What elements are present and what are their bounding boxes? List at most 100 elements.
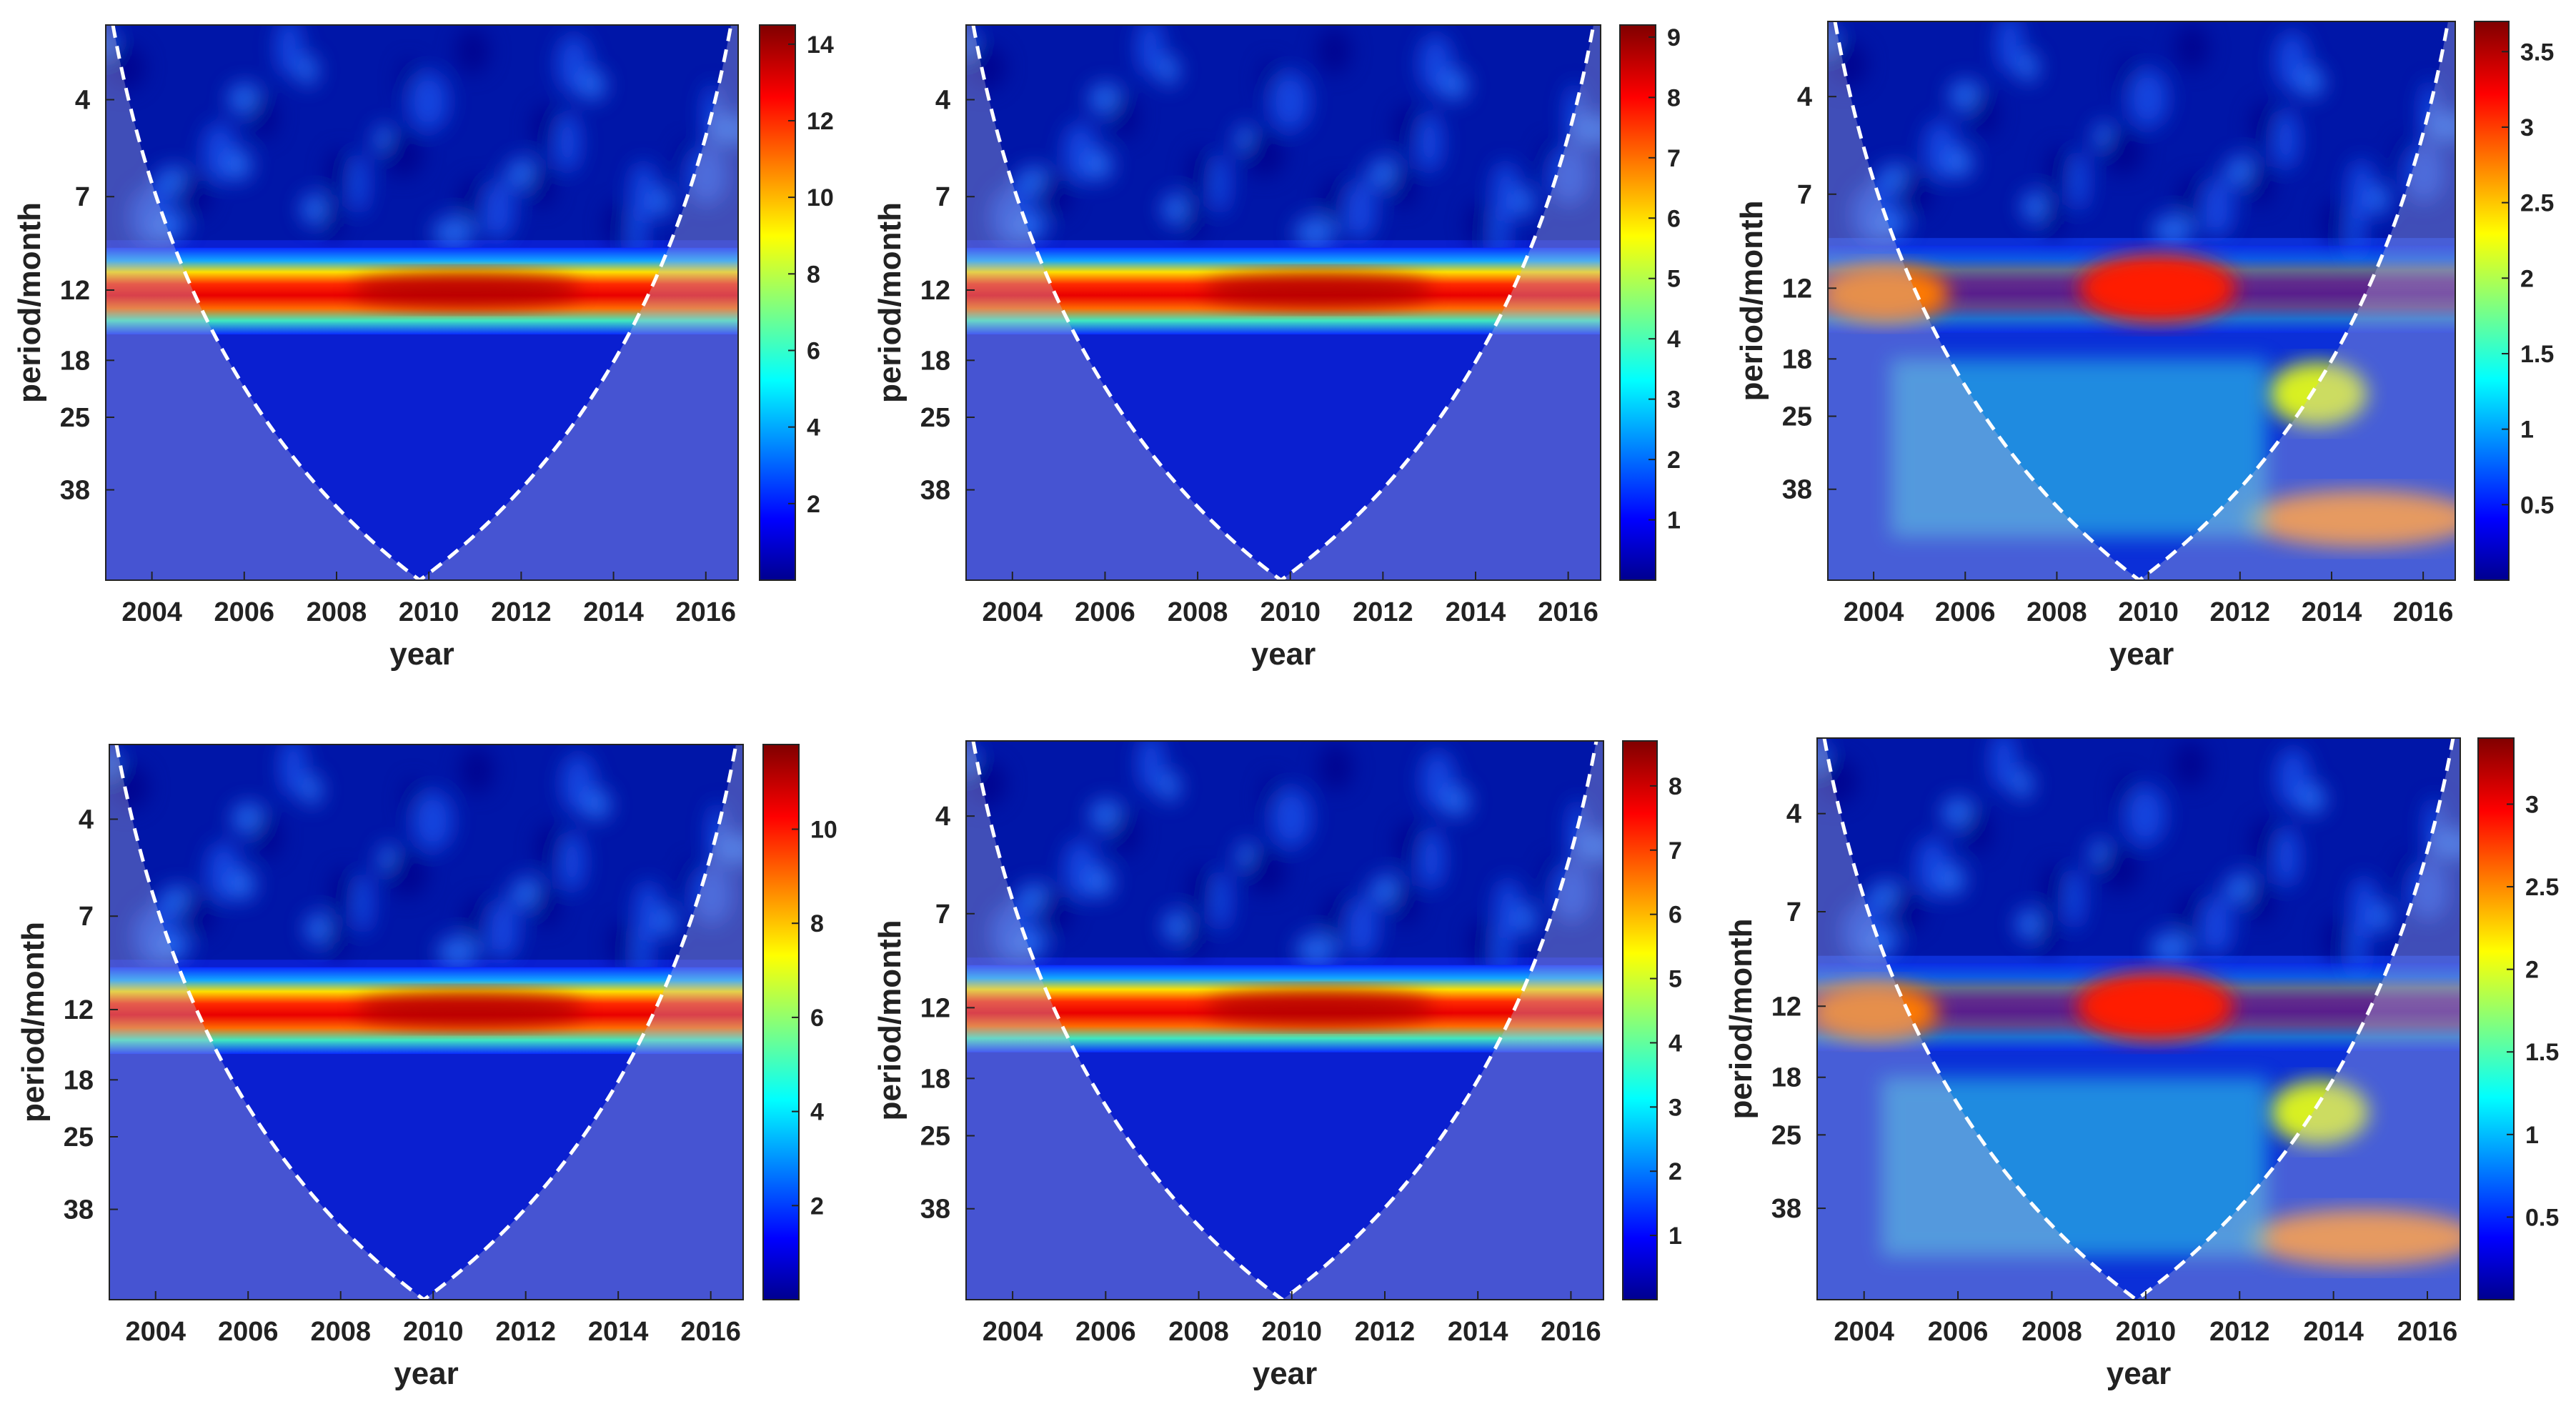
x-tick-label: 2012 [1355,1317,1416,1347]
heatmap-image [966,25,1601,580]
x-tick-label: 2006 [1075,1317,1136,1347]
x-tick-label: 2004 [1844,597,1904,627]
coi-shading [966,741,1603,1300]
colorbar-tick-label: 2 [807,491,820,518]
colorbar-tick-label: 10 [810,817,837,844]
panel-4: 2004 2006 2008 2010 2012 2014 2016 year 4 7 12 18 25… [16,744,837,1391]
axes-frame [109,744,744,1300]
coi-shading [106,25,738,580]
colorbar-tick-label: 1 [2520,417,2534,444]
y-tick-label: 25 [1771,1120,1801,1150]
y-tick-label: 25 [1782,402,1812,432]
colorbar-tick-label: 4 [810,1099,824,1126]
x-tick-label: 2004 [983,1317,1043,1347]
y-tick-label: 12 [920,276,950,306]
y-axis-label: period/month [12,202,47,403]
y-tick-label: 4 [935,802,950,832]
y-tick-label: 25 [920,1122,950,1152]
x-tick-label: 2014 [588,1317,649,1347]
y-tick-label: 7 [79,902,94,932]
colorbar-tick-label: 1 [1669,1223,1682,1250]
y-tick-label: 12 [920,993,950,1023]
x-tick-label: 2008 [1168,597,1228,627]
x-tick-label: 2014 [2302,597,2362,627]
x-tick-label: 2014 [2303,1317,2364,1347]
y-tick-label: 18 [64,1065,94,1095]
x-tick-label: 2010 [2116,1317,2177,1347]
x-tick-label: 2012 [491,597,552,627]
axes-frame [965,24,1601,581]
x-tick-label: 2010 [399,597,459,627]
y-tick-label: 38 [920,1195,950,1225]
coi-shading [966,25,1601,580]
y-tick-label: 7 [1786,897,1801,927]
colorbar-tick-label: 2 [1669,1158,1682,1185]
x-tick-label: 2016 [676,597,737,627]
colorbar-tick-label: 2.5 [2520,190,2554,217]
colorbar: 2 4 6 8 10 [762,744,837,1300]
colorbar-tick-label: 0.5 [2525,1204,2559,1231]
y-tick-label: 7 [935,182,950,212]
cone-of-influence-line [971,25,1596,580]
x-tick-label: 2008 [310,1317,371,1347]
panel-2: 2004 2006 2008 2010 2012 2014 2016year47121825… [872,24,1681,672]
colorbar-tick-label: 2.5 [2525,874,2559,901]
y-tick-label: 12 [64,995,94,1025]
axes-frame [105,24,739,581]
x-tick-label: 2008 [1168,1317,1229,1347]
y-tick-label: 38 [64,1195,94,1225]
heatmap-image [966,741,1603,1300]
x-tick-label: 2004 [121,597,182,627]
heatmap-image [106,25,738,580]
x-tick-label: 2012 [1353,597,1413,627]
colorbar-tick-label: 3 [1667,387,1681,414]
colorbar-tick-label: 8 [807,261,820,288]
heatmap-image [109,745,743,1300]
y-axis-label: period/month [872,202,907,403]
colorbar-tick-label: 8 [1667,84,1681,111]
panel-1: 2004 2006 2008 2010 2012 2014 2016 year 4 7 12 18 25… [12,24,834,672]
x-axis-label: year [389,637,454,672]
colorbar: 1 2 3 4 5 6 7 8 9 [1619,24,1681,581]
colorbar: 0.5 1 1.5 2 2.5 3 3.5 [2474,21,2554,581]
x-axis-label: year [2109,637,2174,672]
y-tick-label: 38 [920,476,950,506]
y-tick-label: 4 [935,85,950,115]
colorbar-tick-label: 14 [807,31,834,59]
x-tick-label: 2016 [1541,1317,1601,1347]
y-axis-label: period/month [16,922,51,1122]
x-tick-label: 2016 [680,1317,741,1347]
colorbar-tick-label: 3 [1669,1094,1682,1121]
y-tick-label: 38 [1782,475,1812,505]
x-tick-label: 2006 [1935,597,1996,627]
coi-shading [1828,21,2455,580]
x-axis-label: year [2107,1356,2172,1391]
x-tick-label: 2012 [495,1317,556,1347]
x-tick-label: 2004 [125,1317,186,1347]
x-tick-label: 2008 [2021,1317,2082,1347]
colorbar-tick-label: 3.5 [2520,39,2554,66]
colorbar-tick-label: 9 [1667,24,1681,51]
colorbar-tick-label: 5 [1669,966,1682,993]
y-tick-label: 18 [920,1064,950,1094]
x-tick-label: 2004 [1834,1317,1894,1347]
x-tick-label: 2016 [1538,597,1598,627]
colorbar: 0.5 1 1.5 2 2.5 3 [2477,737,2559,1300]
colorbar-tick-label: 6 [807,337,820,364]
x-tick-label: 2014 [1446,597,1506,627]
x-tick-label: 2006 [214,597,275,627]
colorbar: 1 2 3 4 5 6 7 8 [1622,740,1682,1300]
heatmap-image [1817,738,2460,1300]
colorbar-tick-label: 2 [810,1193,824,1220]
colorbar-tick-label: 7 [1667,145,1681,172]
x-tick-label: 2012 [2209,1317,2270,1347]
x-tick-label: 2010 [1260,597,1321,627]
axes-frame [965,740,1604,1300]
colorbar-tick-label: 6 [1669,902,1682,929]
colorbar-tick-label: 12 [807,108,834,135]
colorbar-tick-label: 2 [2525,957,2539,984]
colorbar-tick-label: 5 [1667,266,1681,293]
colorbar-tick-label: 8 [1669,773,1682,800]
x-tick-label: 2016 [2397,1317,2458,1347]
